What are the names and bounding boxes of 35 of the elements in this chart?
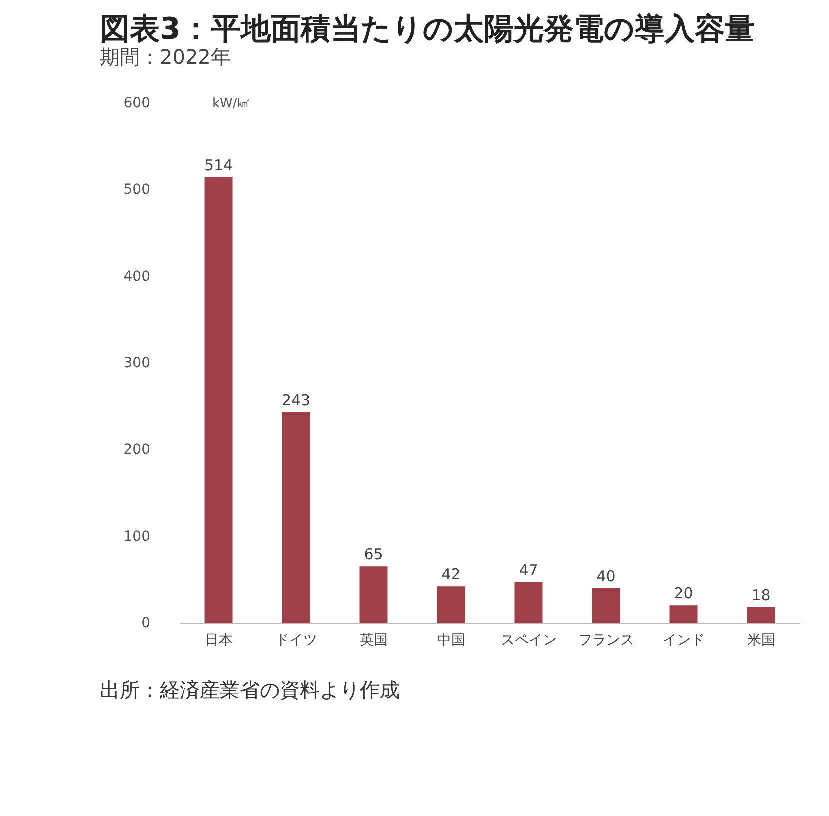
y-tick-label: 600	[124, 96, 150, 112]
x-tick-label: スペイン	[500, 632, 557, 648]
x-tick-label: インド	[662, 632, 705, 648]
data-label: 514	[204, 156, 234, 175]
chart-title: 図表3：平地面積当たりの太陽光発電の導入容量	[100, 12, 755, 47]
x-tick-label: 英国	[360, 632, 388, 648]
data-label: 40	[596, 567, 616, 586]
bar	[514, 582, 543, 623]
x-tick-label: 日本	[204, 632, 233, 648]
bar	[592, 588, 620, 623]
y-tick-label: 200	[124, 442, 150, 458]
data-label: 18	[752, 586, 771, 604]
bar	[360, 566, 388, 623]
data-label: 243	[282, 391, 311, 410]
bar	[204, 178, 233, 623]
bar	[282, 412, 310, 623]
x-tick-label: 中国	[437, 632, 466, 648]
y-tick-label: 300	[124, 356, 150, 372]
x-tick-label: ドイツ	[275, 632, 318, 648]
data-label: 42	[442, 566, 461, 584]
data-label: 65	[364, 546, 384, 564]
text: 出所：経済産業省の資料より作成	[100, 678, 400, 702]
x-tick-label: 米国	[747, 632, 776, 648]
y-tick-label: 100	[124, 528, 150, 545]
data-label: 47	[519, 561, 538, 580]
data-label: 20	[674, 584, 694, 603]
bar	[747, 607, 776, 623]
chart-subtitle: 期間：2022年	[100, 45, 231, 69]
y-tick-label: 0	[142, 616, 150, 632]
x-tick-label: フランス	[578, 632, 634, 648]
bar	[670, 606, 698, 623]
y-axis-title: kW/㎢	[212, 96, 250, 112]
y-tick-label: 500	[124, 182, 150, 198]
y-tick-label: 400	[124, 268, 150, 285]
bar	[437, 586, 466, 623]
